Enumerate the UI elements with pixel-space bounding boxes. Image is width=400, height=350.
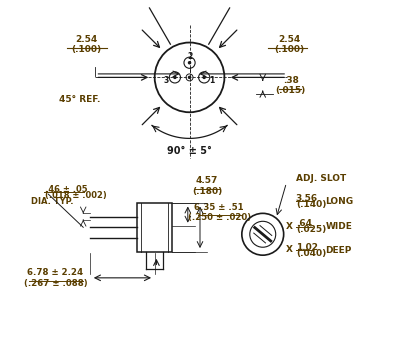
Circle shape	[188, 76, 190, 78]
Text: (.040): (.040)	[296, 248, 326, 258]
Text: .46 ± .05: .46 ± .05	[45, 185, 88, 194]
Text: DIA. TYP.: DIA. TYP.	[30, 197, 73, 206]
Text: (.018 ± .002): (.018 ± .002)	[45, 191, 107, 200]
Text: 3.56: 3.56	[296, 194, 318, 203]
Text: WIDE: WIDE	[326, 223, 352, 231]
Circle shape	[203, 76, 205, 78]
Bar	[137, 203, 172, 252]
Text: 6.78 ± 2.24
(.267 ± .088): 6.78 ± 2.24 (.267 ± .088)	[24, 268, 87, 288]
Text: 4.57
(.180): 4.57 (.180)	[192, 176, 222, 196]
Text: X: X	[286, 245, 292, 254]
Text: 2: 2	[188, 52, 193, 61]
Text: 2.54
(.100): 2.54 (.100)	[72, 35, 102, 54]
Circle shape	[188, 62, 190, 64]
Text: (.140): (.140)	[296, 200, 326, 209]
Text: 3: 3	[163, 76, 169, 85]
Text: (.025): (.025)	[296, 225, 326, 234]
Text: 6.35 ± .51
(.250 ± .020): 6.35 ± .51 (.250 ± .020)	[188, 203, 251, 222]
Text: 45° REF.: 45° REF.	[59, 95, 100, 104]
Text: .64: .64	[296, 219, 312, 228]
Text: 1: 1	[209, 76, 214, 85]
Circle shape	[174, 76, 176, 78]
Text: 90° ± 5°: 90° ± 5°	[167, 146, 212, 156]
Text: 2.54
(.100): 2.54 (.100)	[274, 35, 304, 54]
Text: LONG: LONG	[326, 197, 354, 206]
Text: 1.02: 1.02	[296, 243, 318, 252]
Text: DEEP: DEEP	[326, 246, 352, 255]
Text: X: X	[286, 222, 292, 231]
Text: ADJ. SLOT: ADJ. SLOT	[296, 174, 346, 183]
Text: .38
(.015): .38 (.015)	[276, 76, 306, 95]
